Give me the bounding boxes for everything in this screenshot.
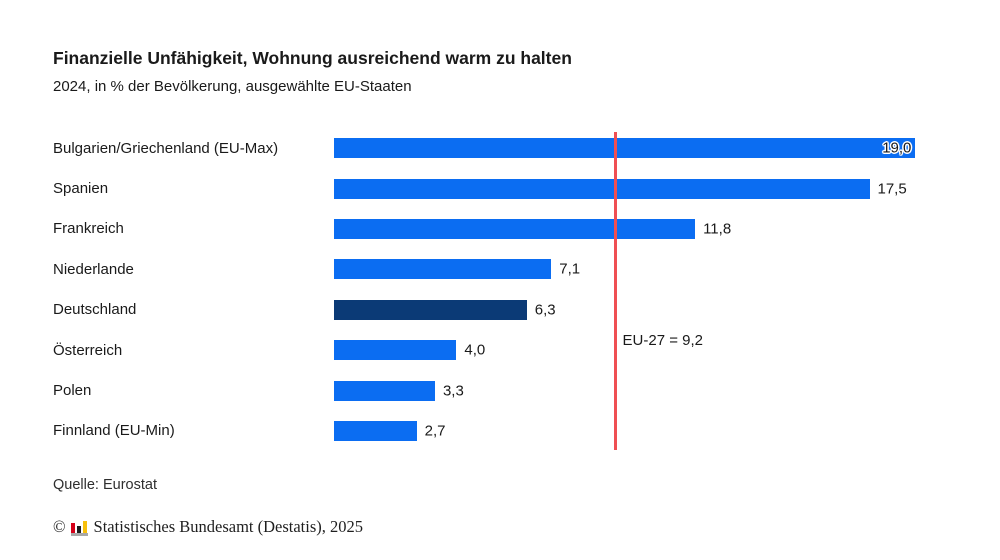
logo-bar-red	[70, 522, 75, 533]
category-label: Niederlande	[53, 260, 134, 278]
logo-bar-yellow	[82, 520, 87, 533]
bar-area: 11,8	[334, 218, 960, 239]
bar-area: 19,0	[334, 138, 960, 159]
category-label: Spanien	[53, 180, 109, 198]
value-label: 4,0	[464, 341, 486, 359]
chart-row: Niederlande 7,1	[53, 249, 960, 289]
bar: 3,3	[334, 380, 464, 401]
chart-row: Spanien 17,5	[53, 168, 960, 208]
bar-chart: Bulgarien/Griechenland (EU-Max) 19,0 Spani…	[53, 128, 960, 458]
chart-row: Polen 3,3	[53, 370, 960, 410]
category-label: Frankreich	[53, 220, 124, 238]
bar: 11,8	[334, 218, 731, 239]
eu-average-reference-line	[614, 132, 618, 450]
bar-area: 6,3	[334, 299, 960, 320]
chart-row: Österreich 4,0	[53, 330, 960, 370]
eu-average-label: EU-27 = 9,2	[622, 332, 703, 349]
bar-area: 7,1	[334, 259, 960, 280]
chart-row: Finnland (EU-Min) 2,7	[53, 411, 960, 451]
category-label: Österreich	[53, 341, 123, 359]
category-label: Deutschland	[53, 301, 137, 319]
logo-bar-black	[76, 525, 81, 533]
value-label: 7,1	[559, 260, 581, 278]
bar-area: 4,0	[334, 340, 960, 361]
bar-highlight: 6,3	[334, 299, 556, 320]
bar-rows: Bulgarien/Griechenland (EU-Max) 19,0 Spani…	[53, 128, 960, 451]
bar-area: 3,3	[334, 380, 960, 401]
category-label: Bulgarien/Griechenland (EU-Max)	[53, 139, 279, 157]
value-label: 11,8	[703, 220, 732, 238]
chart-row: Deutschland 6,3	[53, 290, 960, 330]
bar: 19,0	[334, 138, 916, 159]
value-label: 17,5	[877, 180, 907, 198]
chart-subtitle: 2024, in % der Bevölkerung, ausgewählte …	[53, 78, 412, 95]
bar: 7,1	[334, 259, 580, 280]
category-label: Polen	[53, 382, 92, 400]
value-label: 6,3	[534, 301, 556, 319]
destatis-logo-icon	[70, 519, 89, 536]
value-label: 19,0	[882, 139, 912, 157]
copyright-text: Statistisches Bundesamt (Destatis), 2025	[93, 517, 364, 536]
chart-row: Bulgarien/Griechenland (EU-Max) 19,0	[53, 128, 960, 168]
bar: 2,7	[334, 420, 445, 441]
source-note: Quelle: Eurostat	[53, 477, 157, 493]
bar: 17,5	[334, 178, 907, 199]
value-label: 3,3	[442, 382, 464, 400]
chart-row: Frankreich 11,8	[53, 209, 960, 249]
chart-title: Finanzielle Unfähigkeit, Wohnung ausreic…	[53, 48, 572, 68]
copyright-symbol: ©	[53, 517, 66, 536]
bar-area: 17,5	[334, 178, 960, 199]
value-label: 2,7	[424, 422, 446, 440]
copyright-line: © Statistisches Bundesamt (Destatis), 20…	[53, 517, 363, 537]
bar-area: 2,7	[334, 420, 960, 441]
category-label: Finnland (EU-Min)	[53, 422, 175, 440]
bar: 4,0	[334, 340, 485, 361]
logo-base	[70, 532, 88, 536]
